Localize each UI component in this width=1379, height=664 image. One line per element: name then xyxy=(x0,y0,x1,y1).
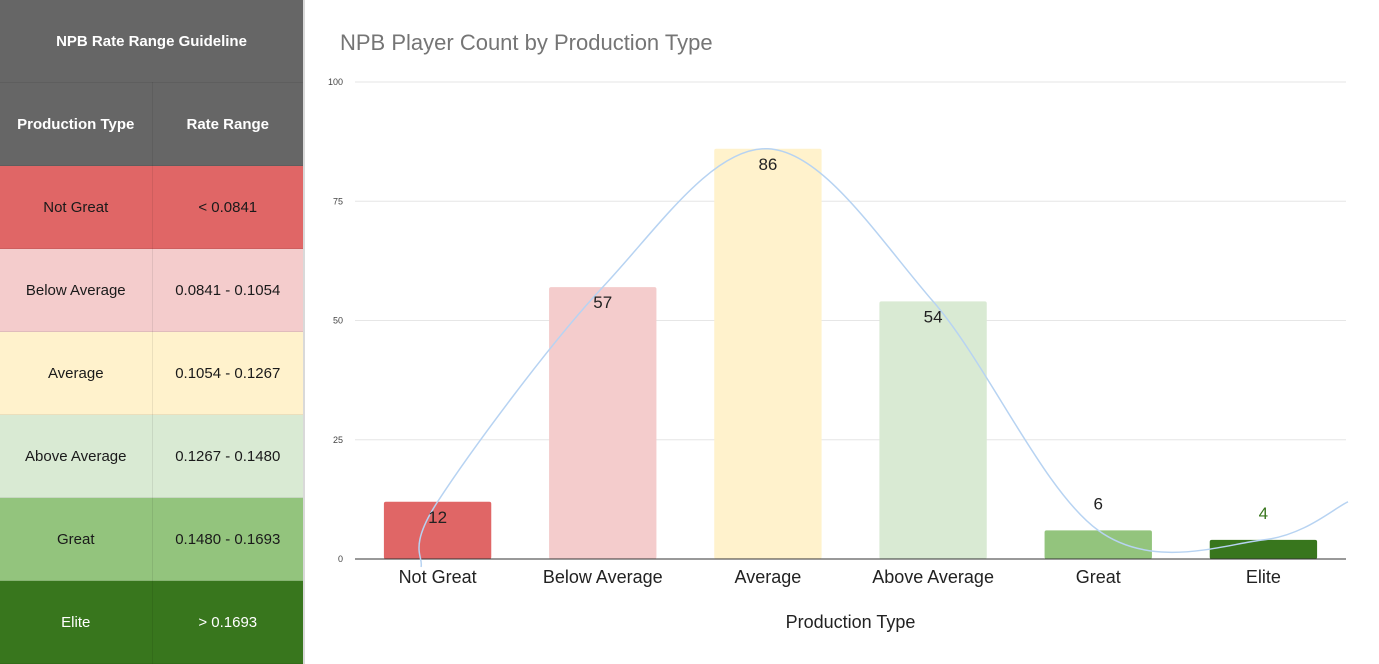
x-tick-label: Not Great xyxy=(399,567,477,587)
guide-row: Above Average 0.1267 - 0.1480 xyxy=(0,414,305,498)
bar-value-label: 57 xyxy=(593,293,612,312)
bar-value-label: 54 xyxy=(924,307,943,326)
chart-title: NPB Player Count by Production Type xyxy=(340,30,713,55)
x-tick-label: Great xyxy=(1076,567,1121,587)
bar xyxy=(1209,539,1318,559)
guide-row: Great 0.1480 - 0.1693 xyxy=(0,497,305,581)
y-tick-label: 0 xyxy=(338,554,343,564)
x-tick-label: Average xyxy=(735,567,802,587)
guide-row: Elite > 0.1693 xyxy=(0,580,305,664)
bar xyxy=(383,501,492,559)
chart-container: NPB Player Count by Production Type 0 25 5… xyxy=(307,0,1379,663)
y-tick-label: 25 xyxy=(333,435,343,445)
y-tick-label: 50 xyxy=(333,316,343,326)
guide-rate-range-cell: < 0.0841 xyxy=(152,165,305,249)
rate-range-guide-table: NPB Rate Range Guideline Production Type… xyxy=(0,0,305,664)
guide-rate-range-cell: 0.1267 - 0.1480 xyxy=(152,414,305,498)
bar xyxy=(549,287,657,559)
guide-production-type-cell: Elite xyxy=(0,580,153,664)
guide-row: Not Great < 0.0841 xyxy=(0,165,305,249)
guide-rate-range-cell: 0.1054 - 0.1267 xyxy=(152,331,305,415)
guide-production-type-cell: Not Great xyxy=(0,165,153,249)
header-rate-range: Rate Range xyxy=(152,82,305,166)
guide-rate-range-cell: 0.1480 - 0.1693 xyxy=(152,497,305,581)
y-tick-label: 100 xyxy=(328,77,343,87)
guide-production-type-cell: Below Average xyxy=(0,248,153,332)
guide-row: Below Average 0.0841 - 0.1054 xyxy=(0,248,305,332)
bar-value-label: 6 xyxy=(1094,494,1103,513)
bar-chart: 0 25 50 75 100 12 57 86 54 6 4 Not Great Below Avera… xyxy=(328,77,1349,632)
bar-value-label: 86 xyxy=(758,155,777,174)
bar xyxy=(1044,530,1152,559)
x-axis-title: Production Type xyxy=(786,612,916,632)
bar xyxy=(714,148,822,559)
header-production-type: Production Type xyxy=(0,82,153,166)
bar xyxy=(879,301,987,559)
bar-value-label: 4 xyxy=(1259,504,1268,523)
guide-rate-range-cell: > 0.1693 xyxy=(152,580,305,664)
x-tick-label: Above Average xyxy=(872,567,994,587)
guide-production-type-cell: Above Average xyxy=(0,414,153,498)
trendline xyxy=(418,148,1349,568)
bar-value-label: 12 xyxy=(428,508,447,527)
x-tick-label: Below Average xyxy=(543,567,663,587)
guide-title: NPB Rate Range Guideline xyxy=(0,0,305,83)
guide-production-type-cell: Average xyxy=(0,331,153,415)
guide-production-type-cell: Great xyxy=(0,497,153,581)
guide-row: Average 0.1054 - 0.1267 xyxy=(0,331,305,415)
x-tick-label: Elite xyxy=(1246,567,1281,587)
y-tick-label: 75 xyxy=(333,196,343,206)
guide-rate-range-cell: 0.0841 - 0.1054 xyxy=(152,248,305,332)
